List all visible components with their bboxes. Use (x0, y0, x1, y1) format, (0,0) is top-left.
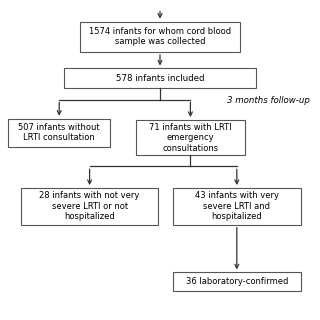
FancyBboxPatch shape (80, 22, 240, 52)
Text: 28 infants with not very
severe LRTI or not
hospitalized: 28 infants with not very severe LRTI or … (39, 191, 140, 221)
Text: 578 infants included: 578 infants included (116, 74, 204, 83)
Text: 1574 infants for whom cord blood
sample was collected: 1574 infants for whom cord blood sample … (89, 27, 231, 46)
Text: 507 infants without
LRTI consultation: 507 infants without LRTI consultation (18, 123, 100, 142)
FancyBboxPatch shape (173, 272, 301, 291)
FancyBboxPatch shape (136, 120, 245, 155)
FancyBboxPatch shape (8, 119, 110, 147)
FancyBboxPatch shape (64, 68, 256, 88)
Text: 36 laboratory-confirmed: 36 laboratory-confirmed (186, 277, 288, 286)
FancyBboxPatch shape (21, 188, 158, 225)
Text: 71 infants with LRTI
emergency
consultations: 71 infants with LRTI emergency consultat… (149, 123, 232, 153)
Text: 3 months follow-up: 3 months follow-up (228, 96, 310, 105)
FancyBboxPatch shape (173, 188, 301, 225)
Text: 43 infants with very
severe LRTI and
hospitalized: 43 infants with very severe LRTI and hos… (195, 191, 279, 221)
